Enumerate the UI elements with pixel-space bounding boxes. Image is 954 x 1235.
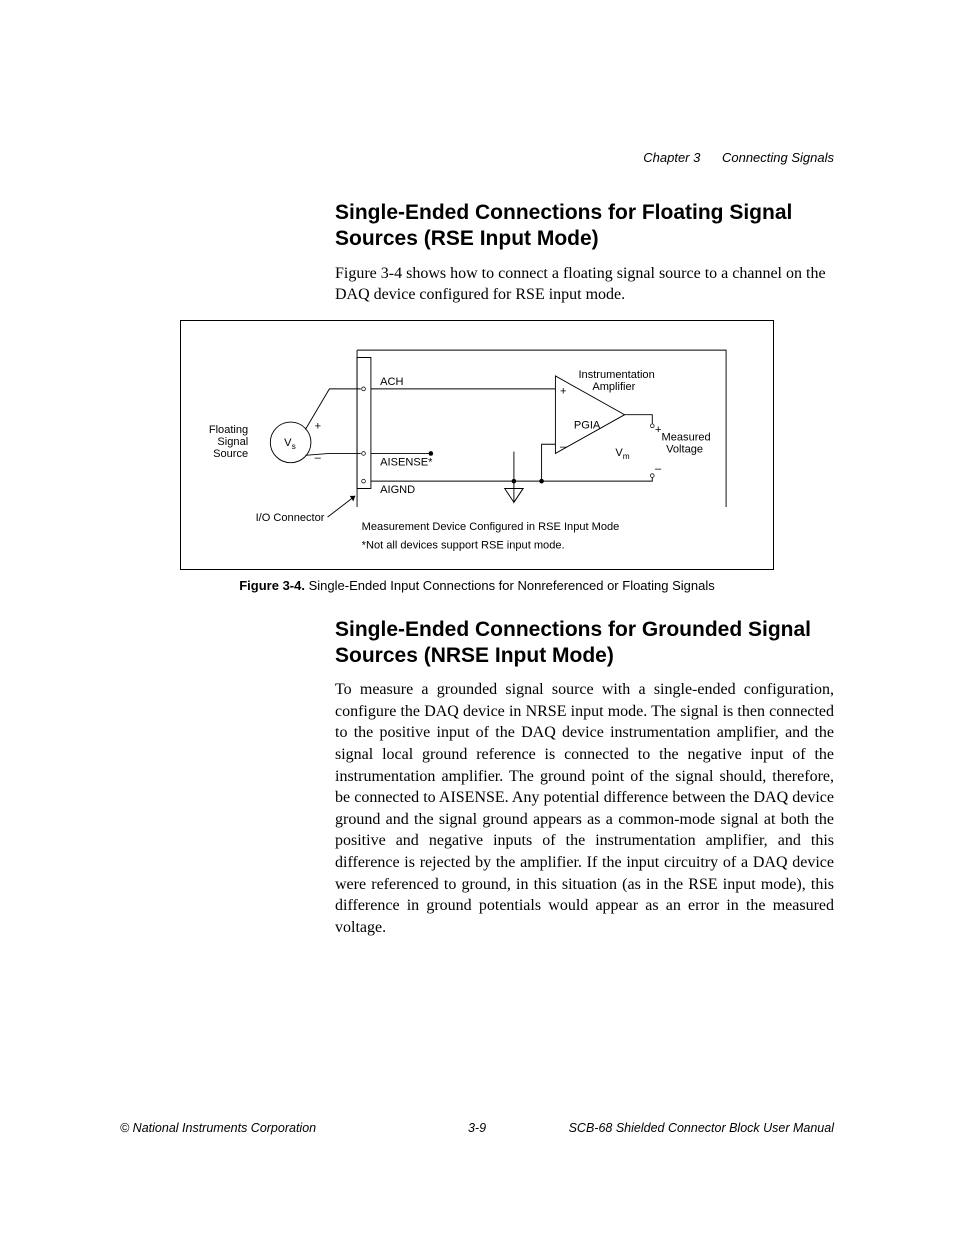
amp-plus: + (560, 385, 566, 397)
aisense-label: AISENSE* (380, 456, 433, 468)
footnote: *Not all devices support RSE input mode. (362, 539, 565, 551)
instr-l1: Instrumentation (578, 368, 654, 380)
vm-label: Vm (615, 447, 629, 461)
running-header: Chapter 3 Connecting Signals (643, 150, 834, 165)
out-plus: + (655, 424, 661, 436)
minus-src: – (315, 452, 322, 464)
source-l2: Signal (217, 436, 248, 448)
section1-title: Single-Ended Connections for Floating Si… (335, 200, 834, 253)
out-minus: – (655, 463, 662, 475)
ach-label: ACH (380, 376, 403, 388)
figure-ref: Figure 3-4. (239, 578, 305, 593)
config-note: Measurement Device Configured in RSE Inp… (362, 521, 620, 533)
footer-center: 3-9 (120, 1121, 834, 1135)
meas-l2: Voltage (666, 443, 703, 455)
source-l1: Floating (209, 424, 248, 436)
chapter-label: Chapter 3 (643, 150, 700, 165)
page-footer: © National Instruments Corporation 3-9 S… (120, 1121, 834, 1135)
section2-title: Single-Ended Connections for Grounded Si… (335, 617, 834, 670)
section2-paragraph: To measure a grounded signal source with… (335, 679, 834, 938)
pgia-label: PGIA (574, 419, 601, 431)
figure-caption: Figure 3-4. Single-Ended Input Connectio… (180, 578, 774, 593)
figure-caption-text: Single-Ended Input Connections for Nonre… (309, 578, 715, 593)
circuit-diagram: Vs Floating Signal Source + – I/O Connec… (191, 335, 763, 559)
section1-paragraph: Figure 3-4 shows how to connect a floati… (335, 263, 834, 306)
meas-l1: Measured (662, 431, 711, 443)
vs-label: Vs (284, 437, 296, 451)
instr-l2: Amplifier (592, 380, 635, 392)
chapter-title: Connecting Signals (722, 150, 834, 165)
io-connector-label: I/O Connector (256, 511, 325, 523)
plus-src: + (315, 420, 321, 432)
aigind-label: AIGND (380, 484, 415, 496)
figure-box: Vs Floating Signal Source + – I/O Connec… (180, 320, 774, 570)
source-l3: Source (213, 448, 248, 460)
amp-minus: – (560, 440, 567, 452)
